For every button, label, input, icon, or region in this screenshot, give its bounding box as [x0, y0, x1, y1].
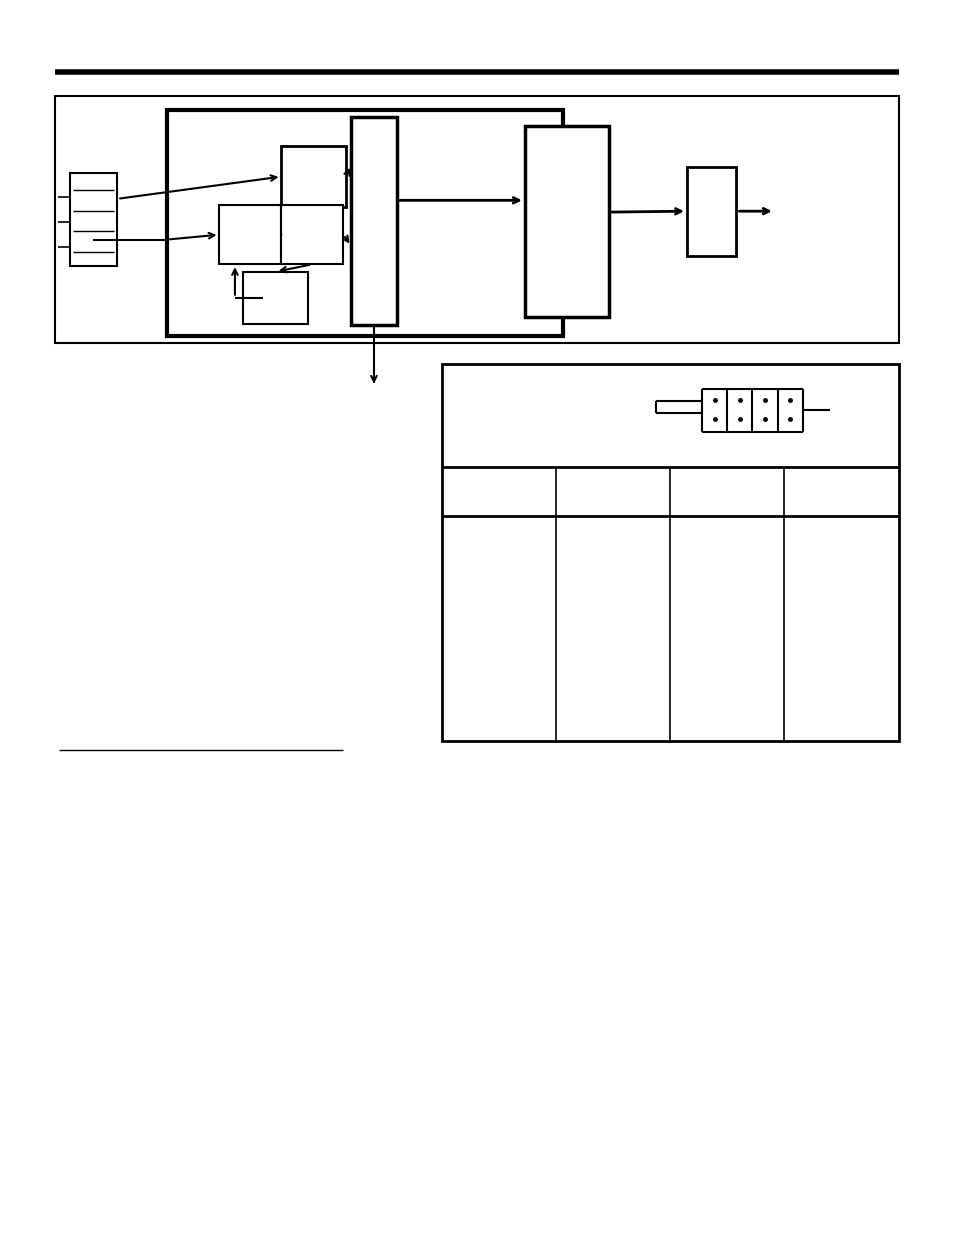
Bar: [219, 205, 281, 264]
Bar: [441, 364, 898, 741]
Bar: [281, 146, 346, 207]
Bar: [167, 110, 562, 336]
Bar: [243, 272, 308, 324]
Bar: [686, 167, 736, 256]
Bar: [70, 173, 117, 266]
Bar: [281, 205, 343, 264]
Bar: [55, 96, 898, 343]
Bar: [351, 117, 396, 325]
Bar: [524, 126, 608, 317]
